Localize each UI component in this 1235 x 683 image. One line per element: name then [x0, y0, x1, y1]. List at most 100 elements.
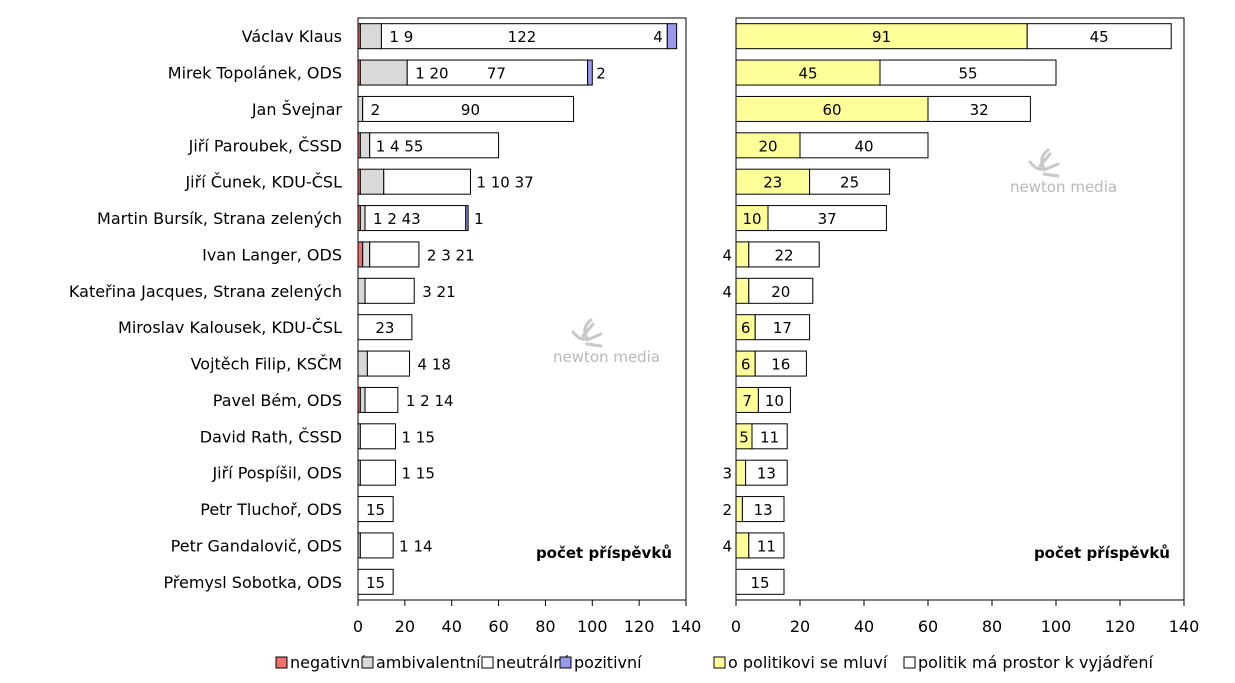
left-bar-7-2	[364, 277, 415, 304]
left-tick-label-0: 0	[353, 617, 363, 636]
right-value-label-a-5: 10	[742, 210, 761, 228]
left-value-label-3-0: 1 4 55	[376, 137, 424, 155]
right-bar-2-1	[927, 95, 1031, 122]
category-label-1: Mirek Topolánek, ODS	[168, 64, 342, 83]
left-plot-frame	[357, 17, 687, 601]
left-annotation: počet příspěvků	[536, 544, 672, 562]
left-bar-5-1	[359, 205, 366, 232]
left-value-label-15-0: 15	[366, 574, 385, 592]
right-bar-4-1	[809, 168, 891, 195]
right-bar-12-0	[735, 459, 747, 486]
right-bar-8-1	[754, 314, 811, 341]
left-value-label-4-0: 1 10 37	[476, 174, 533, 192]
legend-label-5: politik má prostor k vyjádření	[918, 653, 1154, 672]
right-value-label-a-11: 5	[739, 428, 749, 446]
right-value-label-a-2: 60	[822, 101, 841, 119]
left-bar-5-3	[465, 205, 469, 232]
right-value-label-a-3: 20	[758, 137, 777, 155]
category-label-5: Martin Bursík, Strana zelených	[97, 209, 342, 228]
category-label-8: Miroslav Kalousek, KDU-ČSL	[118, 318, 342, 337]
left-bar-0-1	[359, 23, 382, 50]
right-annotation: počet příspěvků	[1034, 544, 1170, 562]
right-bar-10-1	[757, 386, 791, 413]
left-bar-4-1	[359, 168, 385, 195]
left-value-label-9-0: 4 18	[418, 356, 451, 374]
left-value-label-0-0: 1 9	[389, 28, 413, 46]
watermark-left: newton media	[553, 318, 660, 366]
category-label-12: Jiří Pospíšil, ODS	[211, 464, 342, 483]
right-value-label-a-9: 6	[741, 356, 751, 374]
right-value-label-b-13: 13	[754, 501, 773, 519]
right-tick-label-3: 60	[918, 617, 938, 636]
category-label-10: Pavel Bém, ODS	[213, 391, 342, 410]
left-tick-label-1: 20	[395, 617, 415, 636]
left-value-label-2-1: 90	[461, 101, 480, 119]
left-tick-label-3: 60	[488, 617, 508, 636]
right-bar-4-0	[735, 168, 811, 195]
category-label-14: Petr Gandalovič, ODS	[171, 536, 342, 555]
legend-swatch-4	[713, 656, 726, 669]
category-label-6: Ivan Langer, ODS	[202, 245, 342, 264]
category-label-2: Jan Švejnar	[251, 100, 343, 119]
left-bar-9-2	[366, 350, 411, 377]
right-bar-15-1	[735, 568, 785, 595]
right-tick-label-2: 40	[854, 617, 874, 636]
right-tick-label-7: 140	[1169, 617, 1200, 636]
left-bar-2-1	[357, 95, 364, 122]
right-bar-3-0	[735, 132, 801, 159]
category-label-9: Vojtěch Filip, KSČM	[191, 355, 342, 374]
left-value-label-13-0: 15	[366, 501, 385, 519]
left-value-label-1-0: 1 20	[415, 65, 448, 83]
left-value-label-14-0: 1 14	[399, 537, 432, 555]
left-tick-label-2: 40	[442, 617, 462, 636]
left-value-label-0-2: 4	[653, 28, 663, 46]
left-value-label-5-0: 1 2 43	[373, 210, 421, 228]
right-bar-1-0	[735, 59, 881, 86]
right-value-label-b-4: 25	[840, 174, 859, 192]
category-label-7: Kateřina Jacques, Strana zelených	[69, 282, 342, 301]
right-value-label-b-9: 16	[771, 356, 790, 374]
left-bar-9-1	[357, 350, 368, 377]
left-bar-6-2	[369, 241, 420, 268]
right-value-label-b-14: 11	[757, 537, 776, 555]
left-bar-0-3	[666, 23, 678, 50]
left-bar-11-2	[359, 423, 396, 450]
watermark-left-text: newton media	[553, 348, 660, 366]
right-value-label-a-6: 4	[722, 246, 732, 264]
category-label-3: Jiří Paroubek, ČSSD	[188, 136, 342, 155]
right-tick-label-5: 100	[1041, 617, 1072, 636]
legend-swatch-5	[903, 656, 916, 669]
right-value-label-b-7: 20	[771, 283, 790, 301]
left-tick-label-7: 140	[671, 617, 702, 636]
right-bar-7-1	[748, 277, 814, 304]
right-bar-3-1	[799, 132, 929, 159]
right-bar-12-1	[745, 459, 788, 486]
right-tick-label-4: 80	[982, 617, 1002, 636]
legend-swatch-3	[559, 656, 572, 669]
left-bar-15-2	[357, 568, 394, 595]
right-bar-11-1	[751, 423, 788, 450]
right-value-label-b-2: 32	[970, 101, 989, 119]
legend-label-0: negativní	[290, 653, 365, 672]
right-tick-label-1: 20	[790, 617, 810, 636]
left-bar-3-1	[359, 132, 371, 159]
right-bar-6-1	[748, 241, 820, 268]
right-bar-14-0	[735, 532, 750, 559]
category-label-13: Petr Tluchoř, ODS	[200, 500, 342, 519]
left-bar-2-2	[362, 95, 575, 122]
left-value-label-0-1: 122	[508, 28, 537, 46]
legend-label-3: pozitivní	[574, 653, 642, 672]
right-value-label-b-1: 55	[958, 65, 977, 83]
right-value-label-b-12: 13	[757, 465, 776, 483]
left-tick-label-6: 120	[624, 617, 655, 636]
right-tick-label-0: 0	[731, 617, 741, 636]
right-tick-label-6: 120	[1105, 617, 1136, 636]
legend-swatch-0	[275, 656, 288, 669]
category-label-0: Václav Klaus	[242, 27, 342, 46]
legend-swatch-1	[361, 656, 374, 669]
left-value-label-12-0: 1 15	[401, 465, 434, 483]
left-bar-3-2	[369, 132, 500, 159]
legend-label-1: ambivalentní	[376, 653, 481, 672]
